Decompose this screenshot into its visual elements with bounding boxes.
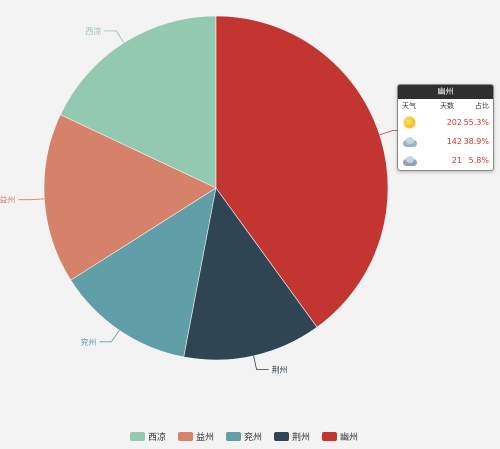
- legend-label[interactable]: 西凉: [148, 431, 166, 443]
- legend-swatch[interactable]: [178, 432, 193, 441]
- legend-swatch[interactable]: [130, 432, 145, 441]
- label-line: [18, 198, 45, 201]
- rain-cloud-icon: [402, 155, 418, 167]
- legend-label[interactable]: 荆州: [292, 431, 310, 443]
- pie-slice[interactable]: [43, 114, 217, 281]
- row-share: 38.9%: [463, 137, 489, 146]
- slice-label: 兖州: [80, 337, 96, 347]
- tooltip-row: 142 38.9%: [398, 132, 493, 151]
- legend-swatch[interactable]: [226, 432, 241, 441]
- header-days: 天数: [440, 102, 454, 110]
- legend-swatch[interactable]: [322, 432, 337, 441]
- cloud-icon: [402, 136, 418, 148]
- row-days: 202: [446, 118, 462, 127]
- row-days: 21: [451, 156, 462, 165]
- slice-label: 益州: [0, 195, 15, 205]
- tooltip-row: 202 55.3%: [398, 113, 493, 132]
- header-share: 占比: [475, 102, 489, 110]
- sun-icon: [404, 117, 415, 128]
- row-days: 142: [446, 137, 462, 146]
- tooltip-row: 21 5.8%: [398, 151, 493, 170]
- tooltip: 幽州 天气 天数 占比 202 55.3% 142 38.9% 21 5.8%: [397, 84, 494, 171]
- pie-slices: [43, 15, 389, 361]
- pie-slice[interactable]: [70, 187, 217, 358]
- row-share: 5.8%: [468, 156, 489, 165]
- legend-label[interactable]: 兖州: [244, 431, 262, 443]
- label-line: [99, 330, 120, 343]
- row-share: 55.3%: [463, 118, 489, 127]
- header-weather: 天气: [402, 102, 416, 110]
- pie-slice[interactable]: [183, 187, 318, 361]
- label-line: [104, 30, 125, 43]
- legend-label[interactable]: 益州: [196, 431, 214, 443]
- tooltip-title: 幽州: [398, 85, 493, 99]
- legend-swatch[interactable]: [274, 432, 289, 441]
- slice-label: 西凉: [85, 26, 101, 36]
- tooltip-header: 天气 天数 占比: [398, 99, 493, 113]
- label-line: [253, 355, 269, 370]
- legend: 西凉 益州 兖州 荆州 幽州: [130, 431, 358, 443]
- slice-label: 荆州: [272, 365, 288, 375]
- legend-label[interactable]: 幽州: [340, 432, 358, 443]
